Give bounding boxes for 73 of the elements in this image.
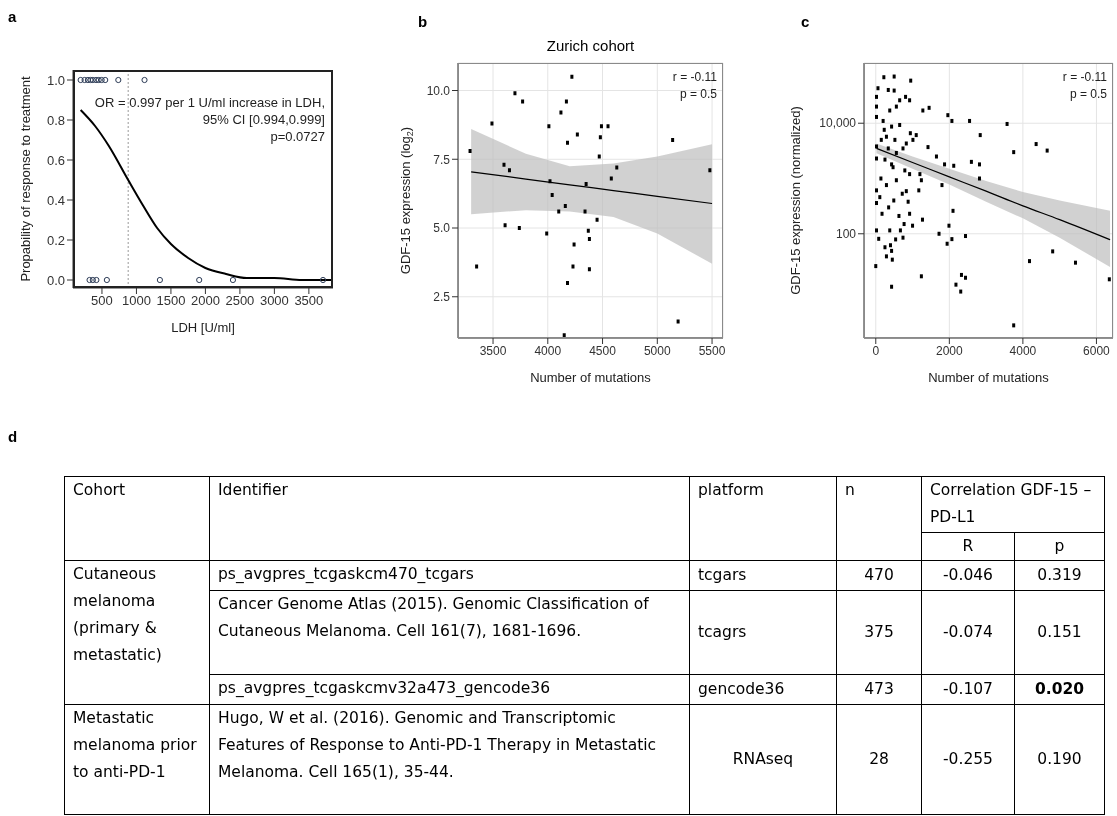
text: b	[418, 13, 428, 30]
x-axis-title: Number of mutations	[530, 370, 652, 385]
text: Metastatic melanoma prior to anti-PD-1	[65, 705, 210, 815]
annotation: r = -0.11	[1061, 69, 1107, 86]
text: 28	[837, 705, 922, 815]
y-axis-title: Propability of response to treatment	[17, 76, 33, 282]
x-tick-label: 4000	[534, 343, 562, 358]
text: Hugo, W et al. (2016). Genomic and Transcriptomic Features of Response to Anti-PD-1 Therapy in Metastatic Melanoma. Cell 165(1), 35-44.	[210, 705, 690, 815]
x-tick-label: 4500	[589, 343, 617, 358]
text: Identifier	[210, 477, 690, 561]
text: 473	[837, 675, 922, 705]
text: -0.046	[922, 561, 1015, 591]
x-tick-label: 3500	[294, 293, 324, 309]
annotation: p = 0.5	[678, 86, 717, 103]
text: 0.020	[1015, 675, 1105, 705]
x-tick-label: 1000	[121, 293, 151, 309]
x-tick-label: 4000	[1009, 343, 1037, 358]
text: n	[837, 477, 922, 561]
x-tick-label: 2000	[935, 343, 963, 358]
y-tick-label: 7.5	[433, 152, 451, 167]
text: tcagrs	[690, 591, 837, 675]
text: c	[801, 13, 810, 30]
text: -0.107	[922, 675, 1015, 705]
x-tick-label: 2500	[225, 293, 255, 309]
y-tick-label: 10.0	[426, 83, 451, 98]
text: 470	[837, 561, 922, 591]
text: 0.319	[1015, 561, 1105, 591]
text: p	[1015, 533, 1105, 561]
text: Cancer Genome Atlas (2015). Genomic Classification of Cutaneous Melanoma. Cell 161(7), 1681-1696.	[210, 591, 690, 675]
y-tick-label: 0.2	[46, 232, 65, 248]
text: tcgars	[690, 561, 837, 591]
x-tick-label: 5500	[698, 343, 726, 358]
x-tick-label: 6000	[1083, 343, 1111, 358]
x-tick-label: 5000	[643, 343, 671, 358]
y-axis-title: GDF-15 expression (normalized)	[787, 106, 803, 295]
x-tick-label: 2000	[190, 293, 220, 309]
y-tick-label: 0.4	[46, 192, 65, 208]
text: Cohort	[65, 477, 210, 561]
text: ps_avgpres_tcgaskcmv32a473_gencode36	[210, 675, 690, 705]
text: -0.255	[922, 705, 1015, 815]
y-tick-label: 0.6	[46, 152, 65, 168]
annotation: OR = 0.997 per 1 U/ml increase in LDH,	[93, 94, 325, 111]
annotation: r = -0.11	[671, 69, 717, 86]
text: d	[8, 428, 18, 445]
x-tick-label: 3000	[259, 293, 289, 309]
annotation: p = 0.5	[1068, 86, 1107, 103]
x-tick-label: 1500	[156, 293, 186, 309]
y-tick-label: 10,000	[819, 116, 857, 131]
text: -0.074	[922, 591, 1015, 675]
text: R	[922, 533, 1015, 561]
x-tick-label: 0	[872, 343, 880, 358]
annotation: p=0.0727	[269, 128, 325, 145]
y-tick-label: 5.0	[433, 221, 451, 236]
x-axis-title: LDH [U/ml]	[171, 320, 235, 335]
text: RNAseq	[690, 705, 837, 815]
y-tick-label: 0.8	[46, 112, 65, 128]
text: Cutaneous melanoma (primary & metastatic)	[65, 561, 210, 705]
chart-title: Zurich cohort	[545, 37, 636, 54]
y-tick-label: 2.5	[433, 290, 451, 305]
y-tick-label: 1.0	[46, 72, 65, 88]
text: ps_avgpres_tcgaskcm470_tcgars	[210, 561, 690, 591]
text: a	[8, 8, 17, 25]
text: gencode36	[690, 675, 837, 705]
annotation: 95% CI [0.994,0.999]	[201, 111, 325, 128]
x-axis-title: Number of mutations	[928, 370, 1050, 385]
text: 0.190	[1015, 705, 1105, 815]
x-tick-label: 3500	[479, 343, 507, 358]
text: platform	[690, 477, 837, 561]
text: 0.151	[1015, 591, 1105, 675]
y-tick-label: 100	[835, 227, 857, 242]
y-tick-label: 0.0	[46, 272, 65, 288]
x-tick-label: 500	[91, 293, 113, 309]
text: 375	[837, 591, 922, 675]
